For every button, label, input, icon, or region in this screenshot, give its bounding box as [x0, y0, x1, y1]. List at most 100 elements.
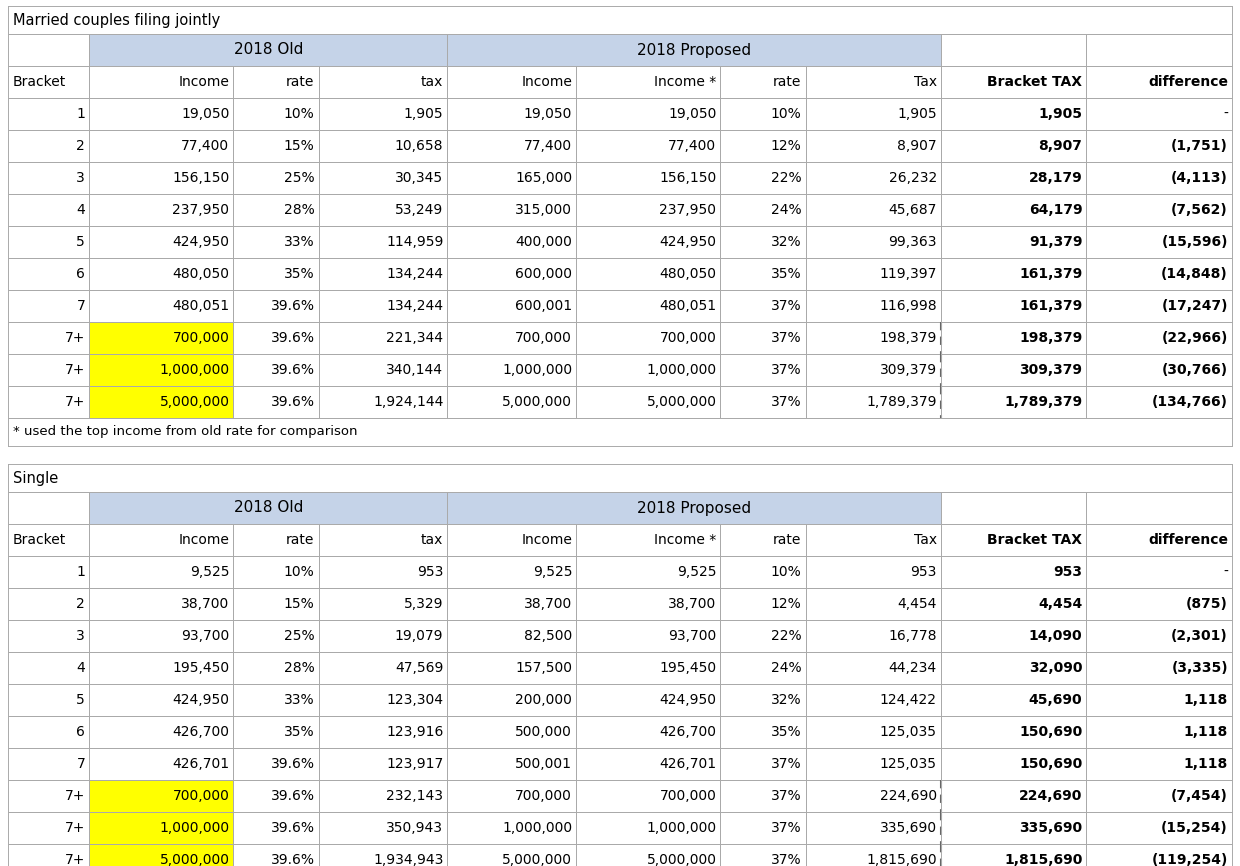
Text: 7+: 7+ [64, 789, 86, 803]
Text: 165,000: 165,000 [515, 171, 572, 185]
Text: Bracket: Bracket [12, 75, 66, 89]
Text: 24%: 24% [771, 661, 801, 675]
Bar [577, 684, 720, 716]
Text: 12%: 12% [771, 597, 801, 611]
Bar [319, 386, 448, 418]
Text: 38,700: 38,700 [668, 597, 717, 611]
Text: 39.6%: 39.6% [270, 853, 315, 866]
Bar [577, 386, 720, 418]
Text: difference: difference [1148, 75, 1228, 89]
Text: 37%: 37% [771, 363, 801, 377]
Text: 424,950: 424,950 [660, 235, 717, 249]
Text: 10%: 10% [771, 565, 801, 579]
Bar [720, 194, 806, 226]
Text: 953: 953 [417, 565, 444, 579]
Text: 64,179: 64,179 [1029, 203, 1083, 217]
Text: 200,000: 200,000 [516, 693, 572, 707]
Text: 77,400: 77,400 [668, 139, 717, 153]
Text: 480,051: 480,051 [172, 299, 229, 313]
Text: 82,500: 82,500 [525, 629, 572, 643]
Bar [319, 130, 448, 162]
Bar [89, 354, 233, 386]
Bar [1086, 322, 1233, 354]
Text: 3: 3 [77, 171, 86, 185]
Text: Married couples filing jointly: Married couples filing jointly [12, 12, 221, 28]
Text: (3,335): (3,335) [1172, 661, 1228, 675]
Text: 28,179: 28,179 [1029, 171, 1083, 185]
Text: Income: Income [179, 533, 229, 547]
Bar [720, 524, 806, 556]
Text: Income: Income [521, 533, 572, 547]
Bar [806, 258, 941, 290]
Bar [806, 66, 941, 98]
Text: 33%: 33% [284, 235, 315, 249]
Bar [7, 684, 89, 716]
Bar [577, 194, 720, 226]
Bar [941, 322, 1086, 354]
Bar [448, 258, 577, 290]
Text: 2: 2 [77, 139, 86, 153]
Text: 953: 953 [910, 565, 936, 579]
Bar [319, 524, 448, 556]
Text: 37%: 37% [771, 853, 801, 866]
Text: 5,000,000: 5,000,000 [160, 395, 229, 409]
Text: 237,950: 237,950 [660, 203, 717, 217]
Text: 37%: 37% [771, 299, 801, 313]
Text: 10,658: 10,658 [394, 139, 444, 153]
Text: 5: 5 [77, 693, 86, 707]
Text: difference: difference [1148, 533, 1228, 547]
Text: (7,562): (7,562) [1172, 203, 1228, 217]
Bar [448, 290, 577, 322]
Bar [319, 194, 448, 226]
Bar [1086, 194, 1233, 226]
Bar [89, 386, 233, 418]
Text: 7+: 7+ [64, 395, 86, 409]
Text: 4: 4 [77, 661, 86, 675]
Bar [941, 66, 1086, 98]
Bar [806, 386, 941, 418]
Bar [448, 524, 577, 556]
Bar [7, 418, 1233, 446]
Text: 39.6%: 39.6% [270, 299, 315, 313]
Text: 1,934,943: 1,934,943 [373, 853, 444, 866]
Bar [1086, 524, 1233, 556]
Bar [941, 716, 1086, 748]
Text: * used the top income from old rate for comparison: * used the top income from old rate for … [12, 425, 357, 438]
Text: 1,815,690: 1,815,690 [1004, 853, 1083, 866]
Text: 335,690: 335,690 [879, 821, 936, 835]
Text: 116,998: 116,998 [879, 299, 936, 313]
Bar [233, 226, 319, 258]
Bar [233, 130, 319, 162]
Bar [7, 258, 89, 290]
Text: 7: 7 [77, 757, 86, 771]
Bar [233, 98, 319, 130]
Bar [806, 588, 941, 620]
Text: (15,596): (15,596) [1162, 235, 1228, 249]
Text: 19,050: 19,050 [523, 107, 572, 121]
Text: 700,000: 700,000 [172, 331, 229, 345]
Text: 480,050: 480,050 [660, 267, 717, 281]
Text: 221,344: 221,344 [387, 331, 444, 345]
Text: 38,700: 38,700 [525, 597, 572, 611]
Bar [319, 66, 448, 98]
Text: rate: rate [774, 533, 801, 547]
Text: (2,301): (2,301) [1172, 629, 1228, 643]
Text: -: - [1223, 565, 1228, 579]
Bar [89, 226, 233, 258]
Bar [7, 34, 89, 66]
Text: 6: 6 [77, 267, 86, 281]
Text: 9,525: 9,525 [533, 565, 572, 579]
Bar [319, 748, 448, 780]
Text: Income: Income [521, 75, 572, 89]
Bar [448, 588, 577, 620]
Text: 5: 5 [77, 235, 86, 249]
Text: 124,422: 124,422 [880, 693, 936, 707]
Bar [89, 194, 233, 226]
Bar [720, 98, 806, 130]
Bar [1086, 844, 1233, 866]
Bar [1086, 780, 1233, 812]
Text: 700,000: 700,000 [172, 789, 229, 803]
Text: 309,379: 309,379 [879, 363, 936, 377]
Text: 35%: 35% [771, 725, 801, 739]
Text: 500,000: 500,000 [516, 725, 572, 739]
